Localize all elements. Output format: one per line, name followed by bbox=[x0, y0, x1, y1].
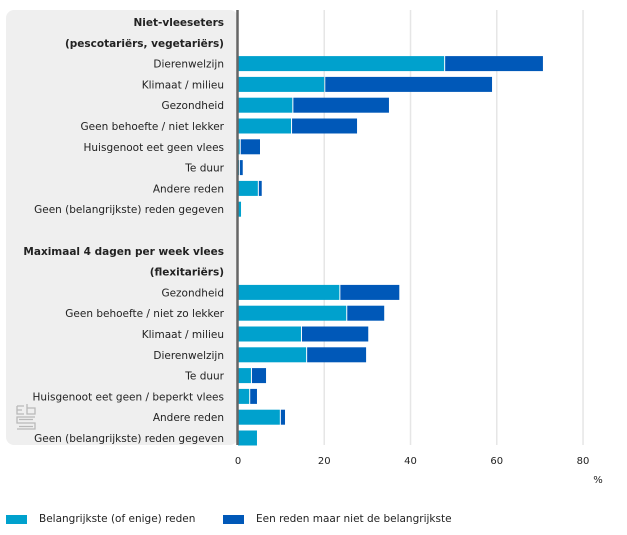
x-tick-label: 0 bbox=[235, 456, 241, 467]
bar-primary bbox=[238, 56, 445, 72]
category-label: Dierenwelzijn bbox=[153, 350, 224, 362]
x-tick-label: 80 bbox=[577, 456, 590, 467]
category-labels: Niet-vleeseters (pescotariërs, vegetariër… bbox=[23, 17, 224, 445]
bar-primary bbox=[238, 430, 257, 446]
bar-primary bbox=[238, 118, 292, 134]
bar-secondary bbox=[307, 347, 367, 363]
group-header: (pescotariërs, vegetariërs) bbox=[65, 38, 224, 50]
category-label: Geen (belangrijkste) reden gegeven bbox=[34, 204, 224, 216]
bar-primary bbox=[238, 388, 250, 404]
gridlines bbox=[323, 10, 584, 445]
category-label: Dierenwelzijn bbox=[153, 59, 224, 71]
bar-secondary bbox=[340, 284, 400, 300]
category-label: Gezondheid bbox=[161, 287, 224, 299]
x-axis-ticks: 0 20 40 60 80 bbox=[235, 456, 590, 467]
bar-primary bbox=[238, 284, 340, 300]
group-header: Maximaal 4 dagen per week vlees bbox=[23, 246, 224, 258]
bar-primary bbox=[238, 326, 301, 342]
bar-primary bbox=[238, 201, 242, 217]
bar-primary bbox=[238, 409, 280, 425]
legend-swatch-secondary bbox=[223, 514, 244, 524]
legend: Belangrijkste (of enige) reden Een reden… bbox=[0, 513, 627, 533]
group-header: (flexitariërs) bbox=[150, 267, 224, 279]
bar-secondary bbox=[347, 305, 385, 321]
category-label: Te duur bbox=[184, 163, 224, 175]
bar-secondary bbox=[240, 139, 260, 155]
legend-swatch-primary bbox=[6, 514, 27, 524]
bar-primary bbox=[238, 305, 347, 321]
bar-primary bbox=[238, 180, 258, 196]
bar-primary bbox=[238, 368, 251, 384]
category-label: Geen (belangrijkste) reden gegeven bbox=[34, 433, 224, 445]
category-label: Huisgenoot eet geen / beperkt vlees bbox=[33, 391, 224, 403]
category-label: Klimaat / milieu bbox=[142, 79, 224, 91]
chart: Niet-vleeseters (pescotariërs, vegetariër… bbox=[6, 10, 603, 486]
group-header: Niet-vleeseters bbox=[133, 17, 224, 29]
label-panel bbox=[6, 10, 238, 445]
category-label: Geen behoefte / niet zo lekker bbox=[65, 308, 224, 320]
bar-primary bbox=[238, 347, 307, 363]
bar-secondary bbox=[445, 56, 543, 72]
legend-label-secondary: Een reden maar niet de belangrijkste bbox=[256, 513, 452, 525]
unit-label: % bbox=[593, 475, 603, 486]
bar-secondary bbox=[258, 180, 262, 196]
legend-label-primary: Belangrijkste (of enige) reden bbox=[39, 513, 196, 525]
bar-secondary bbox=[325, 76, 493, 92]
x-tick-label: 20 bbox=[318, 456, 331, 467]
bar-secondary bbox=[280, 409, 286, 425]
category-label: Klimaat / milieu bbox=[142, 329, 224, 341]
legend-item-secondary: Een reden maar niet de belangrijkste bbox=[223, 513, 452, 525]
category-label: Andere reden bbox=[153, 412, 224, 424]
x-tick-label: 40 bbox=[404, 456, 417, 467]
bar-secondary bbox=[250, 388, 257, 404]
bar-secondary bbox=[301, 326, 369, 342]
bar-primary bbox=[238, 76, 325, 92]
category-label: Te duur bbox=[184, 371, 224, 383]
legend-item-primary: Belangrijkste (of enige) reden bbox=[6, 513, 195, 525]
bar-secondary bbox=[293, 97, 389, 113]
x-tick-label: 60 bbox=[490, 456, 503, 467]
category-label: Geen behoefte / niet lekker bbox=[81, 121, 225, 133]
bars bbox=[238, 56, 543, 446]
cbs-logo bbox=[16, 404, 36, 430]
bar-primary bbox=[238, 139, 240, 155]
category-label: Gezondheid bbox=[161, 100, 224, 112]
bar-secondary bbox=[239, 160, 243, 176]
bar-secondary bbox=[292, 118, 358, 134]
bar-primary bbox=[238, 97, 293, 113]
bar-secondary bbox=[251, 368, 267, 384]
category-label: Andere reden bbox=[153, 183, 224, 195]
category-label: Huisgenoot eet geen vlees bbox=[84, 142, 225, 154]
